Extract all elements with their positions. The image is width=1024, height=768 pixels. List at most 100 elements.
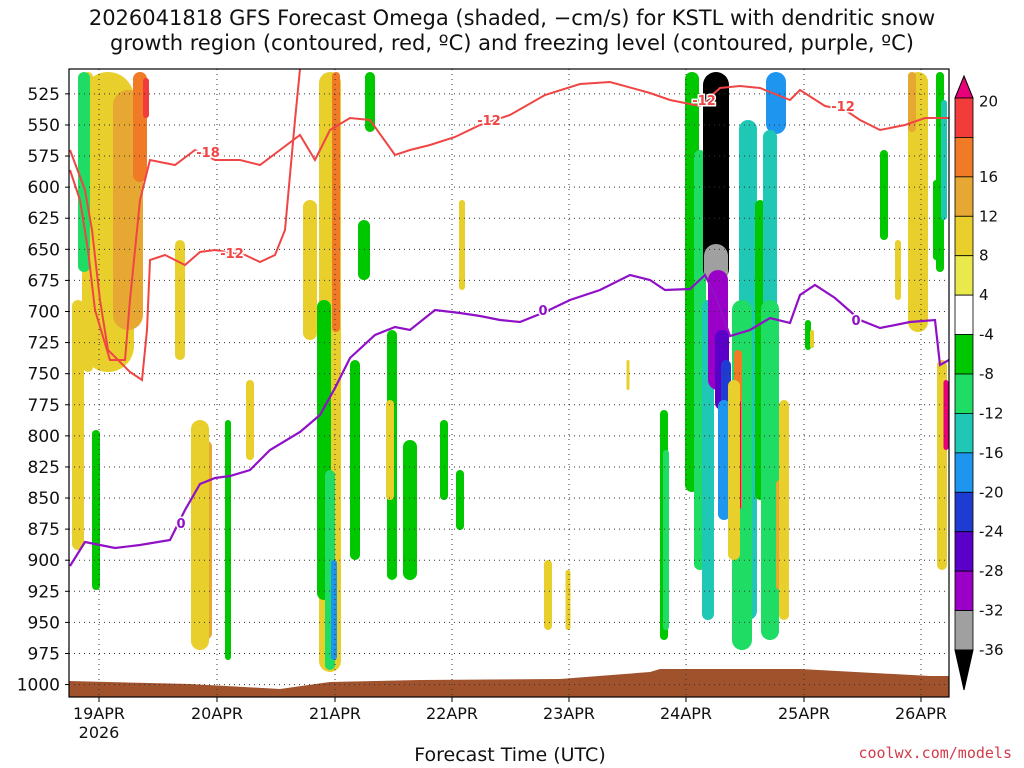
x-tick-label: 26APR <box>895 704 947 723</box>
omega-cell <box>728 380 740 560</box>
colorbar-top-arrow <box>954 74 974 99</box>
colorbar-segment <box>954 97 974 138</box>
dgz-contour-label: -12 <box>477 114 501 129</box>
colorbar-segment <box>954 176 974 217</box>
colorbar-label: 4 <box>979 286 989 304</box>
omega-cell <box>358 220 370 280</box>
omega-cell <box>303 200 317 340</box>
y-tick-label: 600 <box>28 178 60 198</box>
freezing-contour-purple <box>69 273 949 567</box>
colorbar-label: -36 <box>979 641 1004 659</box>
omega-cell <box>663 450 669 630</box>
colorbar-label: 16 <box>979 168 998 186</box>
omega-cell <box>943 380 949 450</box>
colorbar-segment <box>954 137 974 178</box>
title-line-1: 2026041818 GFS Forecast Omega (shaded, −… <box>88 6 936 30</box>
x-tick-label: 21APR <box>309 704 361 723</box>
omega-cell <box>941 100 947 220</box>
colorbar-bottom-arrow <box>954 649 974 691</box>
x-tick-label: 23APR <box>543 704 595 723</box>
freezing-contour-label: 0 <box>176 517 185 532</box>
dgz-contour-red <box>69 69 301 382</box>
x-tick-label: 19APR <box>73 704 125 723</box>
y-tick-label: 850 <box>28 489 60 509</box>
omega-cell <box>246 380 254 460</box>
x-tick-label: 25APR <box>778 704 830 723</box>
omega-cell <box>386 400 394 500</box>
omega-cell <box>895 240 901 300</box>
omega-cell <box>908 72 916 132</box>
y-tick-label: 625 <box>28 209 60 229</box>
colorbar-label: -24 <box>979 523 1004 541</box>
omega-cell <box>72 300 84 550</box>
colorbar-label: 12 <box>979 207 998 225</box>
x-year-label: 2026 <box>79 723 120 742</box>
colorbar-segment <box>954 610 974 651</box>
y-tick-label: 650 <box>28 240 60 260</box>
colorbar-label: -20 <box>979 483 1004 501</box>
colorbar-label: 20 <box>979 92 998 110</box>
colorbar-segment <box>954 373 974 414</box>
credit-text: coolwx.com/models <box>858 744 1012 762</box>
x-tick-label: 22APR <box>426 704 478 723</box>
colorbar: 20 16 12 8 4 -4 -8 -12 -16 -20 -24 -28 -32 -36 <box>954 74 1004 691</box>
y-tick-label: 800 <box>28 427 60 447</box>
contours <box>69 69 949 567</box>
plot-frame <box>68 68 950 698</box>
omega-cell <box>440 420 448 500</box>
colorbar-segment <box>954 452 974 493</box>
omega-cell <box>626 360 630 390</box>
colorbar-segment <box>954 570 974 611</box>
contour-labels: -18 -12 -12 -12 -12 0 0 0 <box>175 93 862 534</box>
y-tick-label: 525 <box>28 85 60 105</box>
omega-cell <box>78 72 90 272</box>
colorbar-label: -28 <box>979 562 1004 580</box>
colorbar-label: 8 <box>979 247 989 265</box>
omega-cell <box>225 420 231 660</box>
omega-cell <box>403 440 417 580</box>
y-tick-label: 1000 <box>17 676 60 696</box>
omega-cell <box>175 240 185 360</box>
y-tick-label: 875 <box>28 520 60 540</box>
omega-shading <box>72 72 949 672</box>
x-tick-label: 20APR <box>191 704 243 723</box>
y-tick-label: 925 <box>28 582 60 602</box>
y-tick-label: 575 <box>28 147 60 167</box>
colorbar-segment <box>954 215 974 257</box>
y-tick-label: 725 <box>28 334 60 354</box>
colorbar-segment <box>954 531 974 572</box>
y-tick-label: 675 <box>28 271 60 291</box>
colorbar-label: -4 <box>979 326 994 344</box>
omega-cell <box>933 180 939 260</box>
omega-cell <box>810 330 814 348</box>
omega-cell <box>456 470 464 530</box>
grid-lines <box>69 69 949 697</box>
y-tick-label: 700 <box>28 302 60 322</box>
omega-cell <box>191 420 209 650</box>
omega-cell <box>350 360 360 560</box>
colorbar-segment <box>954 255 974 296</box>
omega-cell <box>143 78 149 118</box>
omega-cell <box>565 570 571 630</box>
y-tick-label: 775 <box>28 396 60 416</box>
omega-cell <box>459 200 465 290</box>
y-tick-label: 825 <box>28 458 60 478</box>
dgz-contour-label: -18 <box>196 146 220 161</box>
omega-cell <box>908 72 928 332</box>
colorbar-label: -12 <box>979 404 1004 422</box>
colorbar-label: -8 <box>979 365 994 383</box>
y-axis: 525 550 575 600 625 650 675 700 725 750 775 800 825 8… <box>17 85 69 696</box>
colorbar-label: -32 <box>979 602 1004 620</box>
dgz-contour-label: -12 <box>692 94 716 109</box>
omega-cell <box>718 400 730 520</box>
chart-title: 2026041818 GFS Forecast Omega (shaded, −… <box>0 6 1024 56</box>
freezing-contour-label: 0 <box>851 314 860 329</box>
omega-cell <box>544 560 552 630</box>
y-tick-label: 750 <box>28 365 60 385</box>
omega-cell <box>92 430 100 590</box>
colorbar-segment <box>954 334 974 375</box>
dgz-contour-label: -12 <box>220 247 244 262</box>
dgz-contour-red <box>69 80 949 361</box>
y-tick-label: 950 <box>28 613 60 633</box>
